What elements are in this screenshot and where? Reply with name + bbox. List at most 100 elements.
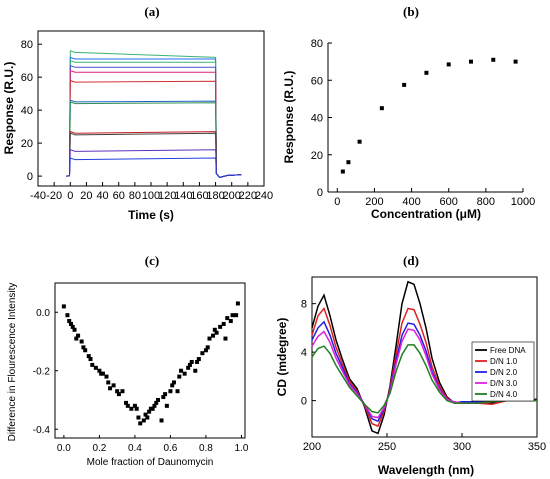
- panel-d: (d) 200 250 300 350 0 4 8 Wavelength (nm) CD (…: [275, 253, 546, 477]
- data-point: [86, 354, 91, 359]
- data-point: [90, 362, 95, 367]
- data-point: [446, 62, 451, 67]
- x-tick-label: 100: [142, 190, 160, 202]
- legend-label: D/N 4.0: [490, 390, 518, 399]
- x-tick-label: 300: [453, 441, 471, 453]
- data-point: [88, 357, 93, 362]
- data-point: [155, 397, 160, 402]
- data-point: [111, 383, 116, 388]
- data-point: [168, 389, 173, 394]
- panel-d-ylabel: CD (mdegree): [275, 318, 289, 397]
- x-tick-label: 350: [528, 441, 546, 453]
- y-tick-label: 20: [21, 138, 33, 150]
- data-point: [145, 415, 150, 420]
- data-point: [61, 304, 66, 309]
- x-tick-label: 0.6: [163, 443, 177, 454]
- data-point: [147, 409, 152, 414]
- x-tick-label: 120: [158, 190, 176, 202]
- data-point: [74, 336, 79, 341]
- x-tick-label: 220: [239, 190, 257, 202]
- data-point: [211, 333, 216, 338]
- x-tick-label: 140: [174, 190, 192, 202]
- data-point: [164, 403, 169, 408]
- cd-spectrum-line: [311, 320, 537, 423]
- data-point: [170, 383, 175, 388]
- y-tick-label: 60: [311, 75, 323, 87]
- data-point: [163, 392, 168, 397]
- data-point: [424, 70, 429, 75]
- x-tick-label: 0.0: [57, 443, 71, 454]
- data-point: [221, 321, 226, 326]
- panel-c: (c) 0.0 0.2 0.4 0.6 0.8 1.0 0.0 -0.2 -0.4 Mole f…: [7, 253, 249, 468]
- data-point: [340, 169, 345, 174]
- y-tick-label: -0.2: [33, 367, 51, 378]
- data-point: [225, 316, 230, 321]
- data-point: [177, 374, 182, 379]
- data-point: [68, 321, 73, 326]
- data-point: [513, 59, 518, 64]
- data-point: [186, 365, 191, 370]
- x-tick-label: -20: [46, 190, 62, 202]
- data-point: [136, 415, 141, 420]
- data-point: [83, 348, 88, 353]
- legend-label: Free DNA: [490, 346, 526, 355]
- cd-spectrum-line: [311, 344, 537, 414]
- x-tick-label: 0.8: [199, 443, 213, 454]
- y-tick-label: 0: [317, 187, 323, 199]
- data-point: [212, 327, 217, 332]
- data-point: [125, 403, 130, 408]
- panel-b: (b) 0 200 400 600 800 1000 0 20 40 60 80 Concentra…: [282, 4, 535, 221]
- data-point: [152, 403, 157, 408]
- y-tick-label: 40: [311, 113, 323, 125]
- x-tick-label: 0.4: [128, 443, 142, 454]
- data-point: [175, 389, 180, 394]
- data-point: [469, 59, 473, 64]
- y-tick-label: 60: [21, 72, 33, 84]
- x-tick-label: 80: [129, 190, 141, 202]
- panel-c-title: (c): [145, 253, 159, 268]
- sensorgram-line: [66, 130, 242, 178]
- data-point: [491, 57, 496, 62]
- panel-a-frame: [37, 30, 265, 187]
- y-tick-label: 0.0: [36, 308, 50, 319]
- sensorgram-line: [66, 69, 242, 178]
- data-point: [195, 359, 200, 364]
- sensorgram-line: [66, 79, 242, 178]
- panel-a: (a) -40 -20 0 20 40 60 80 100120140160180200220…: [2, 4, 273, 222]
- panel-a-xlabel: Time (s): [128, 208, 174, 222]
- sensorgram-line: [66, 149, 242, 178]
- x-tick-label: 200: [303, 441, 321, 453]
- data-point: [116, 392, 121, 397]
- data-point: [357, 139, 362, 144]
- data-point: [143, 412, 148, 417]
- data-point: [379, 106, 384, 111]
- x-tick-label: 60: [113, 190, 125, 202]
- data-point: [182, 371, 187, 376]
- panel-b-title: (b): [403, 4, 419, 19]
- data-point: [129, 406, 134, 411]
- data-point: [234, 313, 239, 318]
- data-point: [228, 319, 233, 324]
- panel-c-xlabel: Mole fraction of Daunomycin: [87, 457, 214, 468]
- data-point: [93, 365, 98, 370]
- data-point: [76, 333, 81, 338]
- data-point: [106, 380, 111, 385]
- data-point: [108, 386, 113, 391]
- panel-b-xlabel: Concentration (μM): [371, 207, 481, 221]
- data-point: [81, 345, 86, 350]
- data-point: [134, 406, 139, 411]
- data-point: [141, 418, 146, 423]
- data-point: [159, 418, 164, 423]
- panel-d-xlabel: Wavelength (nm): [378, 463, 474, 477]
- x-tick-label: 200: [365, 196, 383, 208]
- data-point: [200, 351, 205, 356]
- data-point: [154, 400, 159, 405]
- data-point: [150, 406, 155, 411]
- y-tick-label: 0: [27, 171, 33, 183]
- data-point: [79, 339, 84, 344]
- data-point: [120, 389, 125, 394]
- data-point: [346, 160, 351, 165]
- x-tick-label: 600: [440, 196, 458, 208]
- y-tick-label: 8: [301, 299, 307, 311]
